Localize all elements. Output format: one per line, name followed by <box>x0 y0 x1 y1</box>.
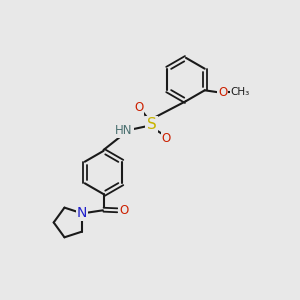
Text: CH₃: CH₃ <box>230 87 250 98</box>
Text: N: N <box>77 206 87 220</box>
Text: O: O <box>218 86 227 99</box>
Text: N: N <box>77 206 87 220</box>
Text: O: O <box>119 204 128 217</box>
Text: O: O <box>162 131 171 145</box>
Text: HN: HN <box>115 124 133 137</box>
Text: O: O <box>134 100 143 114</box>
Text: S: S <box>147 117 156 132</box>
